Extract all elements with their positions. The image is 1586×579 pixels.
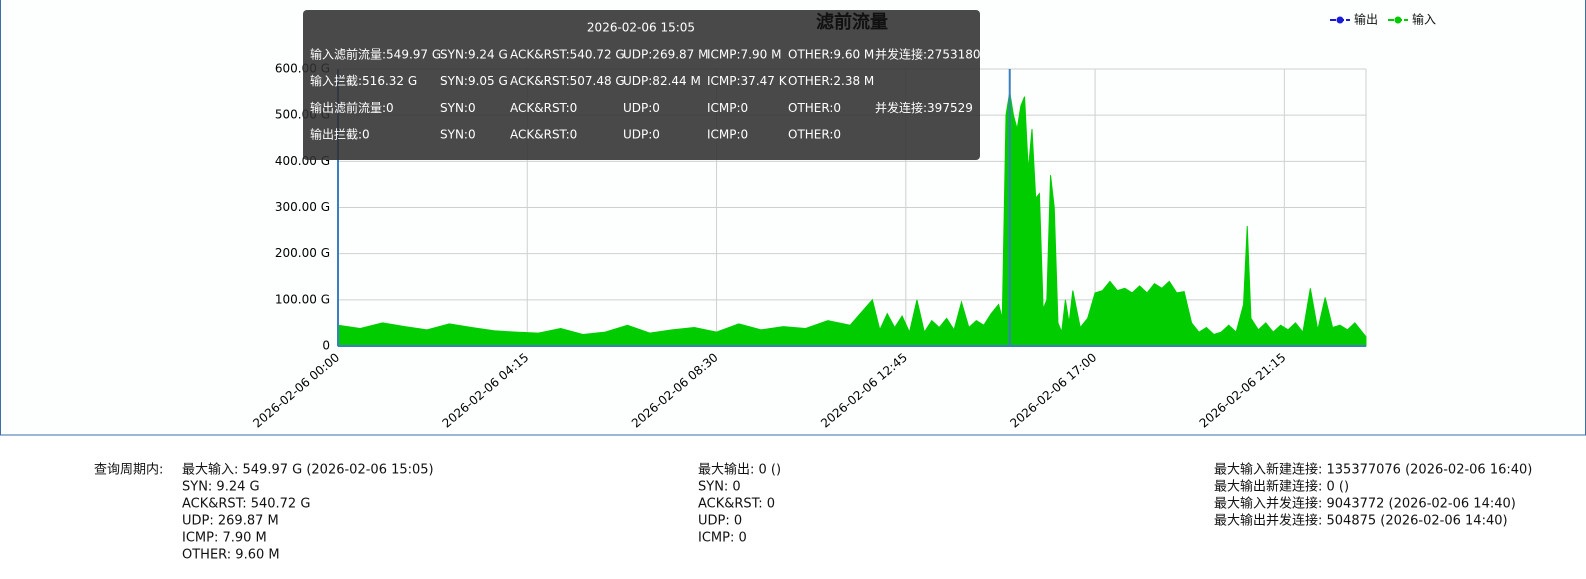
y-tick-label: 0 bbox=[322, 339, 330, 353]
chart-title: 滤前流量 bbox=[816, 11, 888, 33]
series-area bbox=[337, 92, 1367, 347]
summary: 查询周期内: 最大输入: 549.97 G (2026-02-06 15:05) S… bbox=[94, 462, 1532, 563]
summary-item: UDP: 0 bbox=[698, 514, 742, 529]
legend-label: 输出 bbox=[1354, 12, 1378, 27]
tooltip-cell: 并发连接:397529 bbox=[875, 100, 973, 115]
tooltip-cell: SYN:0 bbox=[440, 101, 476, 115]
tooltip-cell: SYN:9.05 G bbox=[440, 74, 508, 88]
summary-item: 最大输入: 549.97 G (2026-02-06 15:05) bbox=[182, 462, 434, 478]
tooltip-cell: ACK&RST:0 bbox=[510, 128, 577, 142]
summary-item: 最大输出: 0 () bbox=[698, 462, 781, 478]
tooltip-cell: OTHER:9.60 M bbox=[788, 48, 874, 62]
tooltip-cell: ACK&RST:540.72 G bbox=[510, 48, 625, 62]
tooltip-cell: ICMP:7.90 M bbox=[707, 48, 781, 62]
y-tick-label: 300.00 G bbox=[275, 200, 330, 214]
summary-item: 最大输入并发连接: 9043772 (2026-02-06 14:40) bbox=[1214, 496, 1516, 512]
summary-item: ACK&RST: 0 bbox=[698, 497, 775, 512]
summary-item: 最大输出新建连接: 0 () bbox=[1214, 479, 1349, 495]
legend-label: 输入 bbox=[1412, 12, 1436, 27]
summary-item: OTHER: 9.60 M bbox=[182, 548, 280, 563]
summary-item: ACK&RST: 540.72 G bbox=[182, 497, 310, 512]
tooltip-cell: 输出拦截:0 bbox=[310, 127, 370, 142]
tooltip-cell: 输入拦截:516.32 G bbox=[310, 73, 417, 88]
tooltip-box bbox=[303, 10, 980, 160]
tooltip-cell: 并发连接:2753180 bbox=[875, 47, 981, 62]
legend-marker bbox=[1394, 16, 1402, 24]
tooltip-cell: UDP:82.44 M bbox=[623, 74, 701, 88]
tooltip-cell: UDP:269.87 M bbox=[623, 48, 708, 62]
tooltip-cell: UDP:0 bbox=[623, 101, 660, 115]
tooltip-cell: OTHER:2.38 M bbox=[788, 74, 874, 88]
tooltip: 2026-02-06 15:05 输入滤前流量:549.97 GSYN:9.24 … bbox=[303, 10, 981, 160]
tooltip-cell: SYN:9.24 G bbox=[440, 48, 508, 62]
y-tick-label: 100.00 G bbox=[275, 292, 330, 306]
tooltip-cell: ACK&RST:507.48 G bbox=[510, 74, 625, 88]
summary-item: ICMP: 7.90 M bbox=[182, 531, 267, 546]
tooltip-cell: UDP:0 bbox=[623, 128, 660, 142]
tooltip-cell: ICMP:37.47 K bbox=[707, 74, 788, 88]
tooltip-cell: OTHER:0 bbox=[788, 128, 841, 142]
summary-item: SYN: 0 bbox=[698, 480, 741, 495]
tooltip-title: 2026-02-06 15:05 bbox=[587, 21, 695, 35]
summary-label: 查询周期内: bbox=[94, 462, 163, 478]
summary-item: 最大输出并发连接: 504875 (2026-02-06 14:40) bbox=[1214, 513, 1508, 529]
tooltip-cell: OTHER:0 bbox=[788, 101, 841, 115]
tooltip-cell: 输出滤前流量:0 bbox=[310, 100, 394, 115]
tooltip-cell: ACK&RST:0 bbox=[510, 101, 577, 115]
tooltip-cell: ICMP:0 bbox=[707, 128, 748, 142]
tooltip-cell: 输入滤前流量:549.97 G bbox=[310, 47, 441, 62]
tooltip-cell: SYN:0 bbox=[440, 128, 476, 142]
summary-item: 最大输入新建连接: 135377076 (2026-02-06 16:40) bbox=[1214, 462, 1532, 478]
legend-marker bbox=[1336, 16, 1344, 24]
y-tick-label: 200.00 G bbox=[275, 246, 330, 260]
summary-item: UDP: 269.87 M bbox=[182, 514, 279, 529]
summary-item: ICMP: 0 bbox=[698, 531, 747, 546]
summary-item: SYN: 9.24 G bbox=[182, 480, 260, 495]
tooltip-cell: ICMP:0 bbox=[707, 101, 748, 115]
